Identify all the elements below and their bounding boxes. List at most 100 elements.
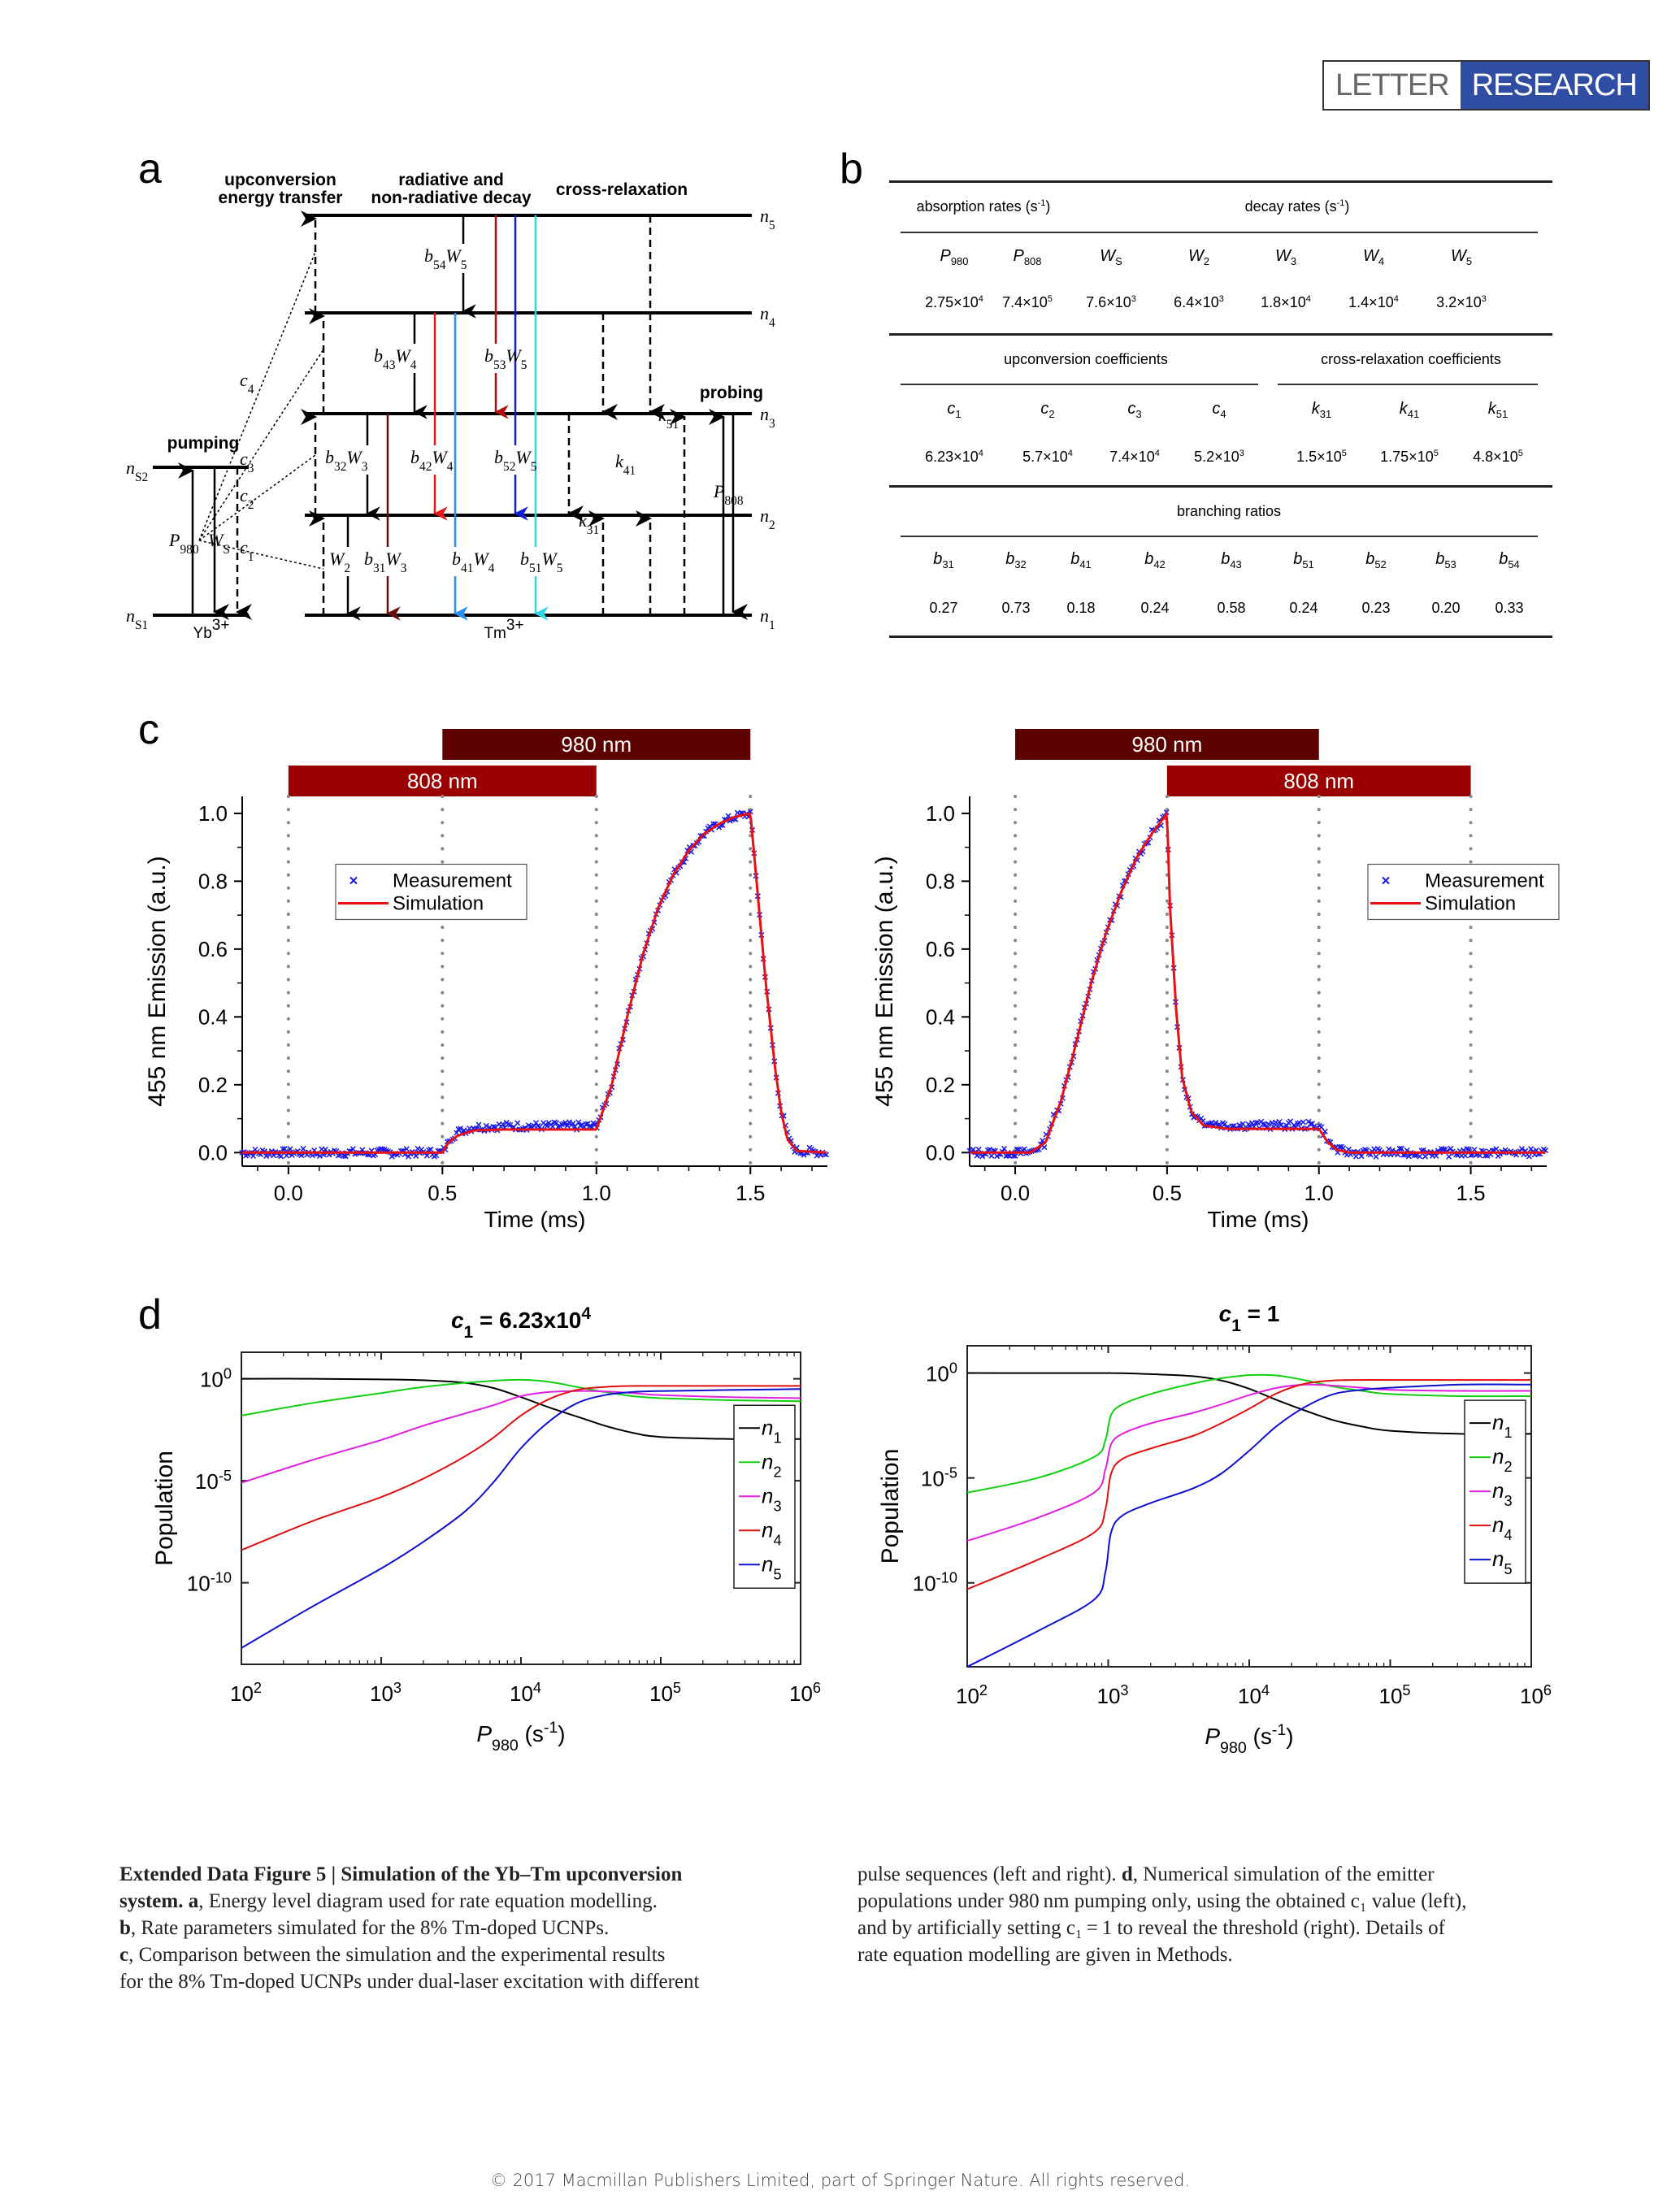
header-cross-relaxation-coefficients: cross-relaxation coefficients [1321, 351, 1501, 367]
legend-label-simulation: Simulation [1425, 892, 1516, 914]
pulse-label: 980 nm [1132, 732, 1203, 757]
coef-label-c3: c3 [240, 449, 254, 475]
measurement-point [342, 1153, 349, 1160]
measurement-point [1012, 1152, 1018, 1159]
level-label-n4: n4 [760, 303, 775, 330]
param-value: 1.5×105 [1296, 449, 1347, 465]
transition-label-b54W5: b54W5 [424, 245, 467, 272]
y-axis-label: 455 nm Emission (a.u.) [871, 856, 898, 1106]
y-tick-label: 0.6 [926, 937, 955, 961]
level-label-n3: n3 [760, 404, 775, 431]
transitions [178, 210, 748, 621]
branching-symbol: b52 [1365, 550, 1387, 570]
level-label-n5: n5 [760, 206, 775, 232]
measurement-point [1276, 1118, 1283, 1125]
caption-line: c, Comparison between the simulation and… [119, 1944, 666, 1966]
legend-label-n3: n3 [1492, 1478, 1513, 1509]
level-label-nS1: nS1 [126, 605, 148, 632]
measurement-point [322, 1146, 328, 1152]
transition-label-b52W5: b52W5 [494, 447, 537, 474]
measurement-point [1239, 1121, 1246, 1127]
copyright-footer: © 2017 Macmillan Publishers Limited, par… [489, 2171, 1191, 2190]
caption-line: for the 8% Tm-doped UCNPs under dual-las… [119, 1971, 700, 1993]
x-tick-label: 104 [1238, 1682, 1270, 1708]
x-tick-label: 1.0 [582, 1181, 611, 1205]
branching-symbol: b51 [1293, 550, 1314, 570]
param-symbol: k51 [1487, 400, 1509, 420]
y-tick-label: 100 [200, 1366, 232, 1392]
rule-upconversion [901, 384, 1258, 385]
measurement-point [500, 1121, 506, 1127]
param-value: 6.23×104 [925, 449, 983, 465]
y-tick-label: 0.2 [926, 1073, 955, 1097]
measurement-point [1528, 1146, 1535, 1152]
level-label-n2: n2 [760, 505, 775, 532]
measurement-point [428, 1146, 434, 1152]
branching-symbol: b54 [1499, 550, 1520, 570]
ion-label-yb: Yb3+ [193, 617, 230, 643]
coef-label-k31: k31 [579, 510, 599, 537]
series-line-n2 [966, 1373, 1532, 1494]
x-tick-label: 105 [1379, 1682, 1411, 1708]
param-value: 3.2×103 [1436, 294, 1487, 310]
panel-c-charts: 808 nm 980 nm 0.0 0.2 0.4 0.6 0.8 1.0 0.0 0.5 1.0 1… [144, 729, 1560, 1232]
measurement-point [1446, 1153, 1452, 1160]
measurement-point [280, 1146, 286, 1152]
y-tick-label: 1.0 [198, 801, 228, 826]
legend-label-measurement: Measurement [393, 870, 512, 891]
x-tick-label: 0.5 [428, 1181, 457, 1205]
measurement-point [1484, 1152, 1491, 1159]
y-tick-label: 0.4 [926, 1004, 955, 1029]
measurement-point [1001, 1146, 1008, 1152]
measurement-point [1252, 1120, 1259, 1126]
x-tick-label: 0.0 [274, 1181, 303, 1205]
header-absorption-rates: absorption rates (s-1) [916, 198, 1051, 215]
measurement-series [239, 809, 830, 1160]
measurement-point [1300, 1119, 1306, 1126]
y-tick-label: 0.8 [926, 869, 955, 893]
x-tick-label: 1.0 [1304, 1181, 1334, 1205]
legend-label-n4: n4 [762, 1517, 782, 1548]
heading-decay-2: non-radiative decay [371, 189, 532, 207]
series-line-n5 [241, 1388, 801, 1649]
y-tick-label: 1.0 [926, 801, 955, 826]
measurement-point [1526, 1153, 1532, 1160]
branching-value: 0.24 [1140, 600, 1170, 616]
x-axis-label: Time (ms) [484, 1207, 586, 1232]
measurement-point [1213, 1119, 1219, 1126]
transition-label-b43W4: b43W4 [374, 345, 417, 372]
measurement-point [1518, 1146, 1525, 1152]
param-symbol: P980 [940, 247, 969, 267]
x-tick-label: 106 [1520, 1682, 1552, 1708]
x-axis-label: P980 (s-1) [1205, 1721, 1293, 1757]
series-line-n4 [241, 1385, 801, 1551]
param-value: 2.75×104 [925, 294, 983, 310]
y-axis-label: Population [877, 1449, 904, 1564]
branching-symbol: b43 [1221, 550, 1242, 570]
header-decay-rates: decay rates (s-1) [1244, 198, 1350, 215]
chart-title: c1 = 6.23x104 [451, 1304, 591, 1342]
measurement-point [403, 1146, 410, 1152]
journal-section-badge: LETTER RESEARCH [1322, 60, 1650, 111]
caption-left: Extended Data Figure 5 | Simulation of t… [119, 1861, 818, 1995]
measurement-point [1245, 1121, 1252, 1128]
measurement-point [1358, 1153, 1365, 1160]
x-axis-label: Time (ms) [1208, 1207, 1309, 1232]
branching-value: 0.18 [1066, 600, 1096, 616]
coef-label-c2: c2 [240, 485, 254, 512]
label-ws: WS [208, 530, 230, 557]
heading-cross-relaxation: cross-relaxation [556, 180, 688, 199]
branching-symbol: b32 [1005, 550, 1027, 570]
coef-label-c4: c4 [240, 370, 254, 397]
pulse-bar [288, 766, 597, 796]
header-branching-ratios: branching ratios [1176, 503, 1282, 519]
branching-value: 0.73 [1001, 600, 1031, 616]
chart-c-right: 980 nm 808 nm 0.0 0.2 0.4 0.6 0.8 1.0 0.0 0.5 1.0 1… [871, 729, 1560, 1232]
y-tick-label: 100 [926, 1360, 957, 1386]
measurement-point [575, 1119, 582, 1126]
coef-label-k51: k51 [658, 405, 679, 432]
measurement-point [406, 1153, 412, 1160]
measurement-point [1417, 1153, 1423, 1160]
coef-line-c1 [198, 540, 324, 570]
measurement-point [970, 1146, 977, 1152]
